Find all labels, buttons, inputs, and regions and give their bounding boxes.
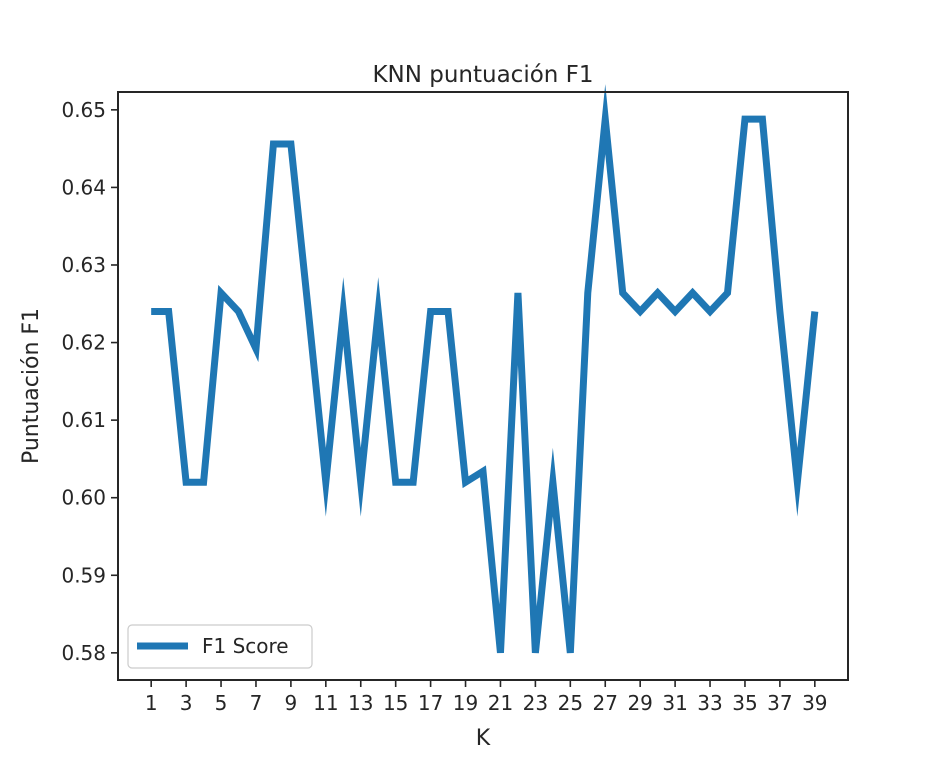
x-tick-label: 29 (627, 691, 652, 715)
x-tick-label: 7 (250, 691, 263, 715)
x-tick-label: 21 (488, 691, 513, 715)
x-tick-label: 15 (383, 691, 408, 715)
x-tick-label: 35 (732, 691, 757, 715)
x-tick-label: 31 (662, 691, 687, 715)
x-tick-label: 3 (180, 691, 193, 715)
x-tick-label: 19 (453, 691, 478, 715)
y-tick-label: 0.64 (61, 175, 106, 199)
x-tick-label: 5 (215, 691, 228, 715)
y-axis-label: Puntuación F1 (19, 308, 44, 464)
y-tick-label: 0.65 (61, 98, 106, 122)
y-tick-label: 0.63 (61, 253, 106, 277)
x-tick-label: 17 (418, 691, 443, 715)
x-tick-label: 27 (593, 691, 618, 715)
x-tick-label: 13 (348, 691, 373, 715)
y-tick-label: 0.58 (61, 641, 106, 665)
x-tick-label: 37 (767, 691, 792, 715)
chart-title: KNN puntuación F1 (372, 62, 593, 88)
x-axis-label: K (476, 726, 491, 751)
y-tick-label: 0.60 (61, 486, 106, 510)
x-tick-label: 9 (285, 691, 298, 715)
y-tick-label: 0.61 (61, 408, 106, 432)
y-tick-label: 0.62 (61, 331, 106, 355)
x-tick-label: 25 (558, 691, 583, 715)
x-tick-label: 39 (802, 691, 827, 715)
x-tick-label: 11 (313, 691, 338, 715)
y-tick-label: 0.59 (61, 563, 106, 587)
x-tick-label: 23 (523, 691, 548, 715)
legend-label-f1-score: F1 Score (202, 634, 289, 658)
legend: F1 Score (128, 625, 312, 668)
x-tick-label: 33 (697, 691, 722, 715)
x-tick-label: 1 (145, 691, 158, 715)
